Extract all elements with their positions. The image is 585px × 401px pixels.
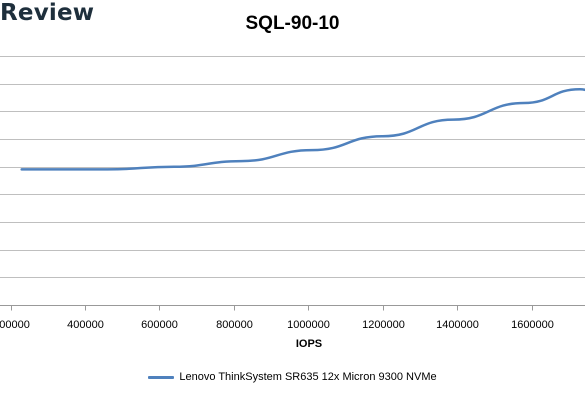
chart-title: SQL-90-10 [245, 13, 340, 34]
x-tick-label: 1000000 [287, 319, 330, 331]
gridlines [0, 56, 585, 278]
legend: Lenovo ThinkSystem SR635 12x Micron 9300… [0, 371, 585, 383]
x-tick-label: 200000 [0, 319, 30, 331]
x-axis-label: IOPS [296, 338, 322, 350]
x-axis [0, 305, 585, 311]
legend-swatch [148, 375, 175, 379]
x-tick-label: 600000 [141, 319, 178, 331]
series-layer [20, 87, 585, 171]
legend-label: Lenovo ThinkSystem SR635 12x Micron 9300… [179, 371, 437, 383]
series-line [20, 87, 585, 171]
brand-logo-text: Review [0, 0, 95, 26]
x-tick-label: 400000 [67, 319, 104, 331]
x-tick-labels: 200000 400000 600000 800000 1000000 1200000 14… [0, 319, 554, 331]
x-tick-label: 1600000 [511, 319, 554, 331]
x-tick-label: 1200000 [362, 319, 405, 331]
x-tick-label: 1400000 [436, 319, 479, 331]
x-tick-label: 800000 [216, 319, 253, 331]
